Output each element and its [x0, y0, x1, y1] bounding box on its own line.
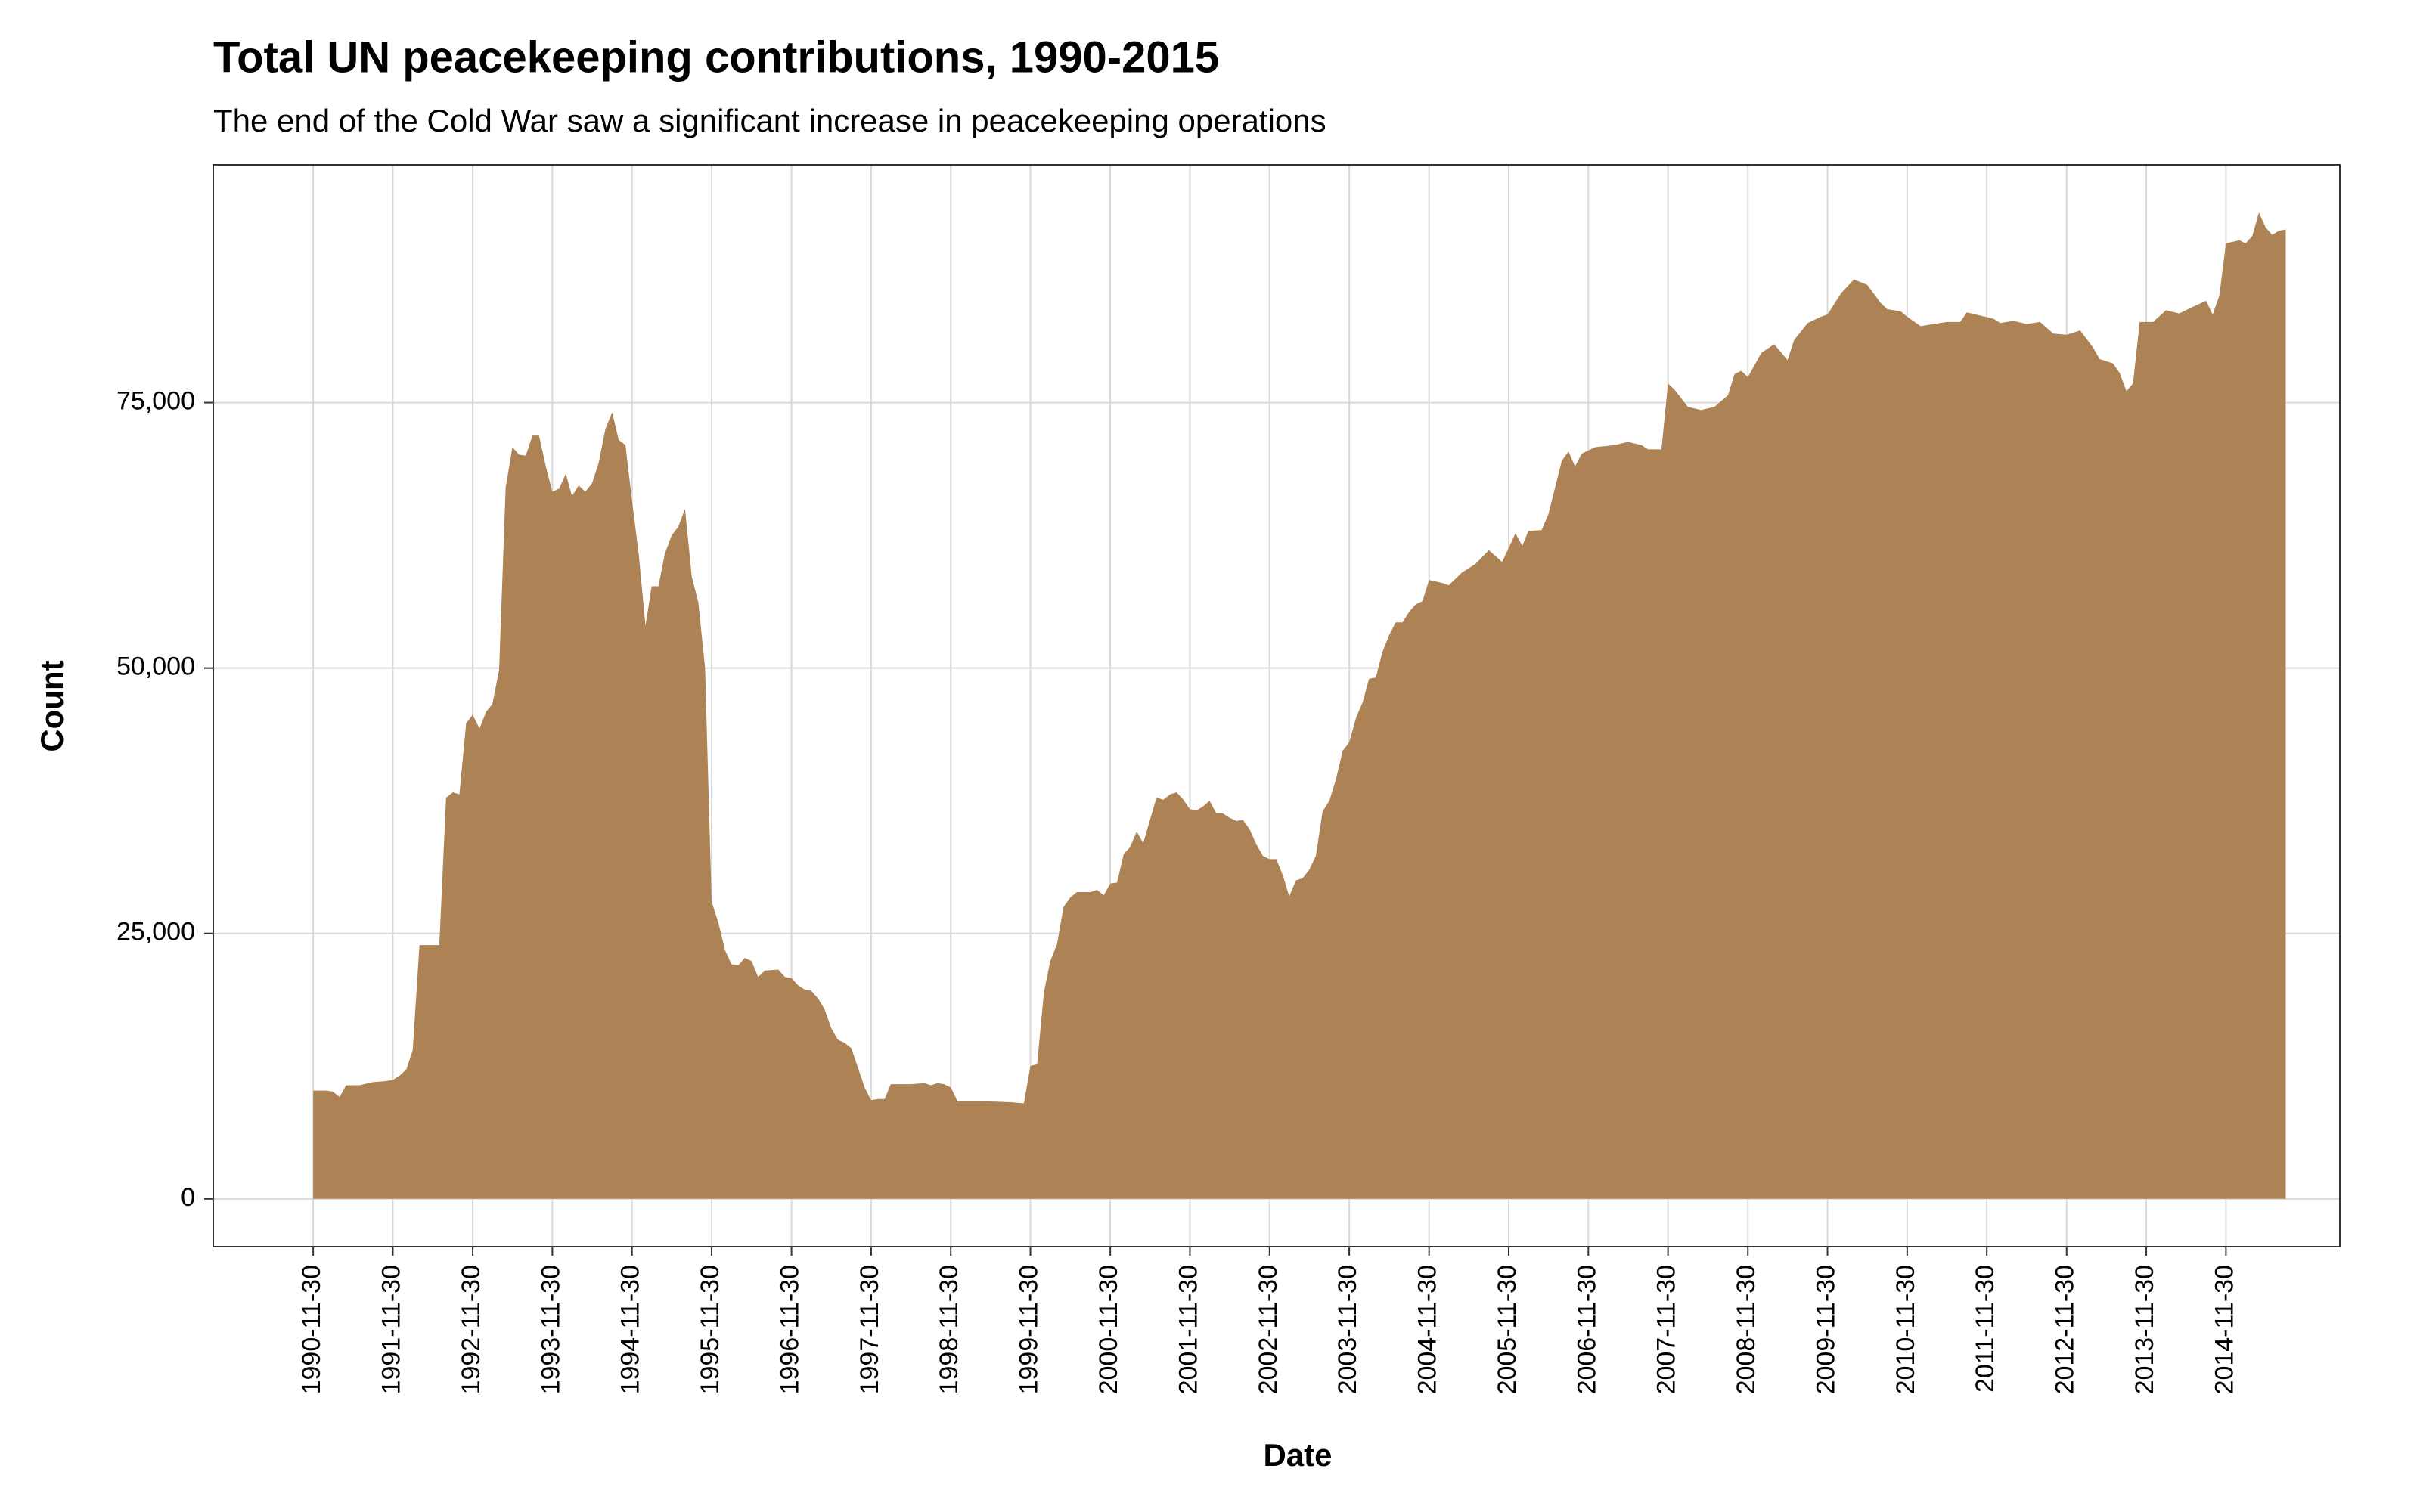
- x-tick-label: 2011-11-30: [1971, 1265, 2000, 1393]
- area: [313, 212, 2286, 1199]
- x-tick-label: 1999-11-30: [1015, 1265, 1044, 1394]
- x-tick-label: 1994-11-30: [616, 1265, 645, 1394]
- x-tick-label: 1997-11-30: [855, 1265, 884, 1394]
- chart-title: Total UN peacekeeping contributions, 199…: [213, 33, 1219, 82]
- y-tick-label: 25,000: [116, 918, 195, 947]
- x-tick-label: 2006-11-30: [1572, 1265, 1601, 1394]
- x-tick-label: 1993-11-30: [536, 1265, 565, 1394]
- x-tick-label: 1996-11-30: [776, 1265, 805, 1394]
- x-tick-label: 2005-11-30: [1493, 1265, 1522, 1394]
- x-tick-label: 1992-11-30: [457, 1265, 486, 1394]
- plot-border: [213, 164, 2341, 1247]
- x-tick-label: 2009-11-30: [1812, 1265, 1841, 1394]
- y-axis-title: Count: [34, 660, 70, 751]
- y-tick-label: 50,000: [116, 652, 195, 681]
- x-tick-label: 2008-11-30: [1732, 1265, 1761, 1394]
- x-tick-label: 2007-11-30: [1652, 1265, 1681, 1394]
- chart-subtitle: The end of the Cold War saw a significan…: [213, 103, 1326, 138]
- x-tick-label: 2012-11-30: [2051, 1265, 2080, 1394]
- x-tick-label: 1995-11-30: [696, 1265, 724, 1394]
- x-axis-title: Date: [1263, 1437, 1332, 1473]
- x-tick-label: 1998-11-30: [935, 1265, 963, 1394]
- x-tick-label: 2001-11-30: [1174, 1265, 1202, 1394]
- x-tick-label: 2014-11-30: [2210, 1265, 2238, 1394]
- x-tick-label: 2002-11-30: [1254, 1265, 1283, 1394]
- x-tick-label: 1990-11-30: [297, 1265, 326, 1394]
- x-tick-label: 2004-11-30: [1413, 1265, 1442, 1394]
- x-tick-label: 2003-11-30: [1333, 1265, 1362, 1394]
- x-tick-label: 1991-11-30: [377, 1265, 405, 1394]
- y-tick-label: 0: [181, 1183, 195, 1212]
- x-tick-label: 2010-11-30: [1891, 1265, 1920, 1394]
- y-tick-label: 75,000: [116, 387, 195, 416]
- x-tick-label: 2000-11-30: [1094, 1265, 1123, 1394]
- x-tick-label: 2013-11-30: [2130, 1265, 2159, 1394]
